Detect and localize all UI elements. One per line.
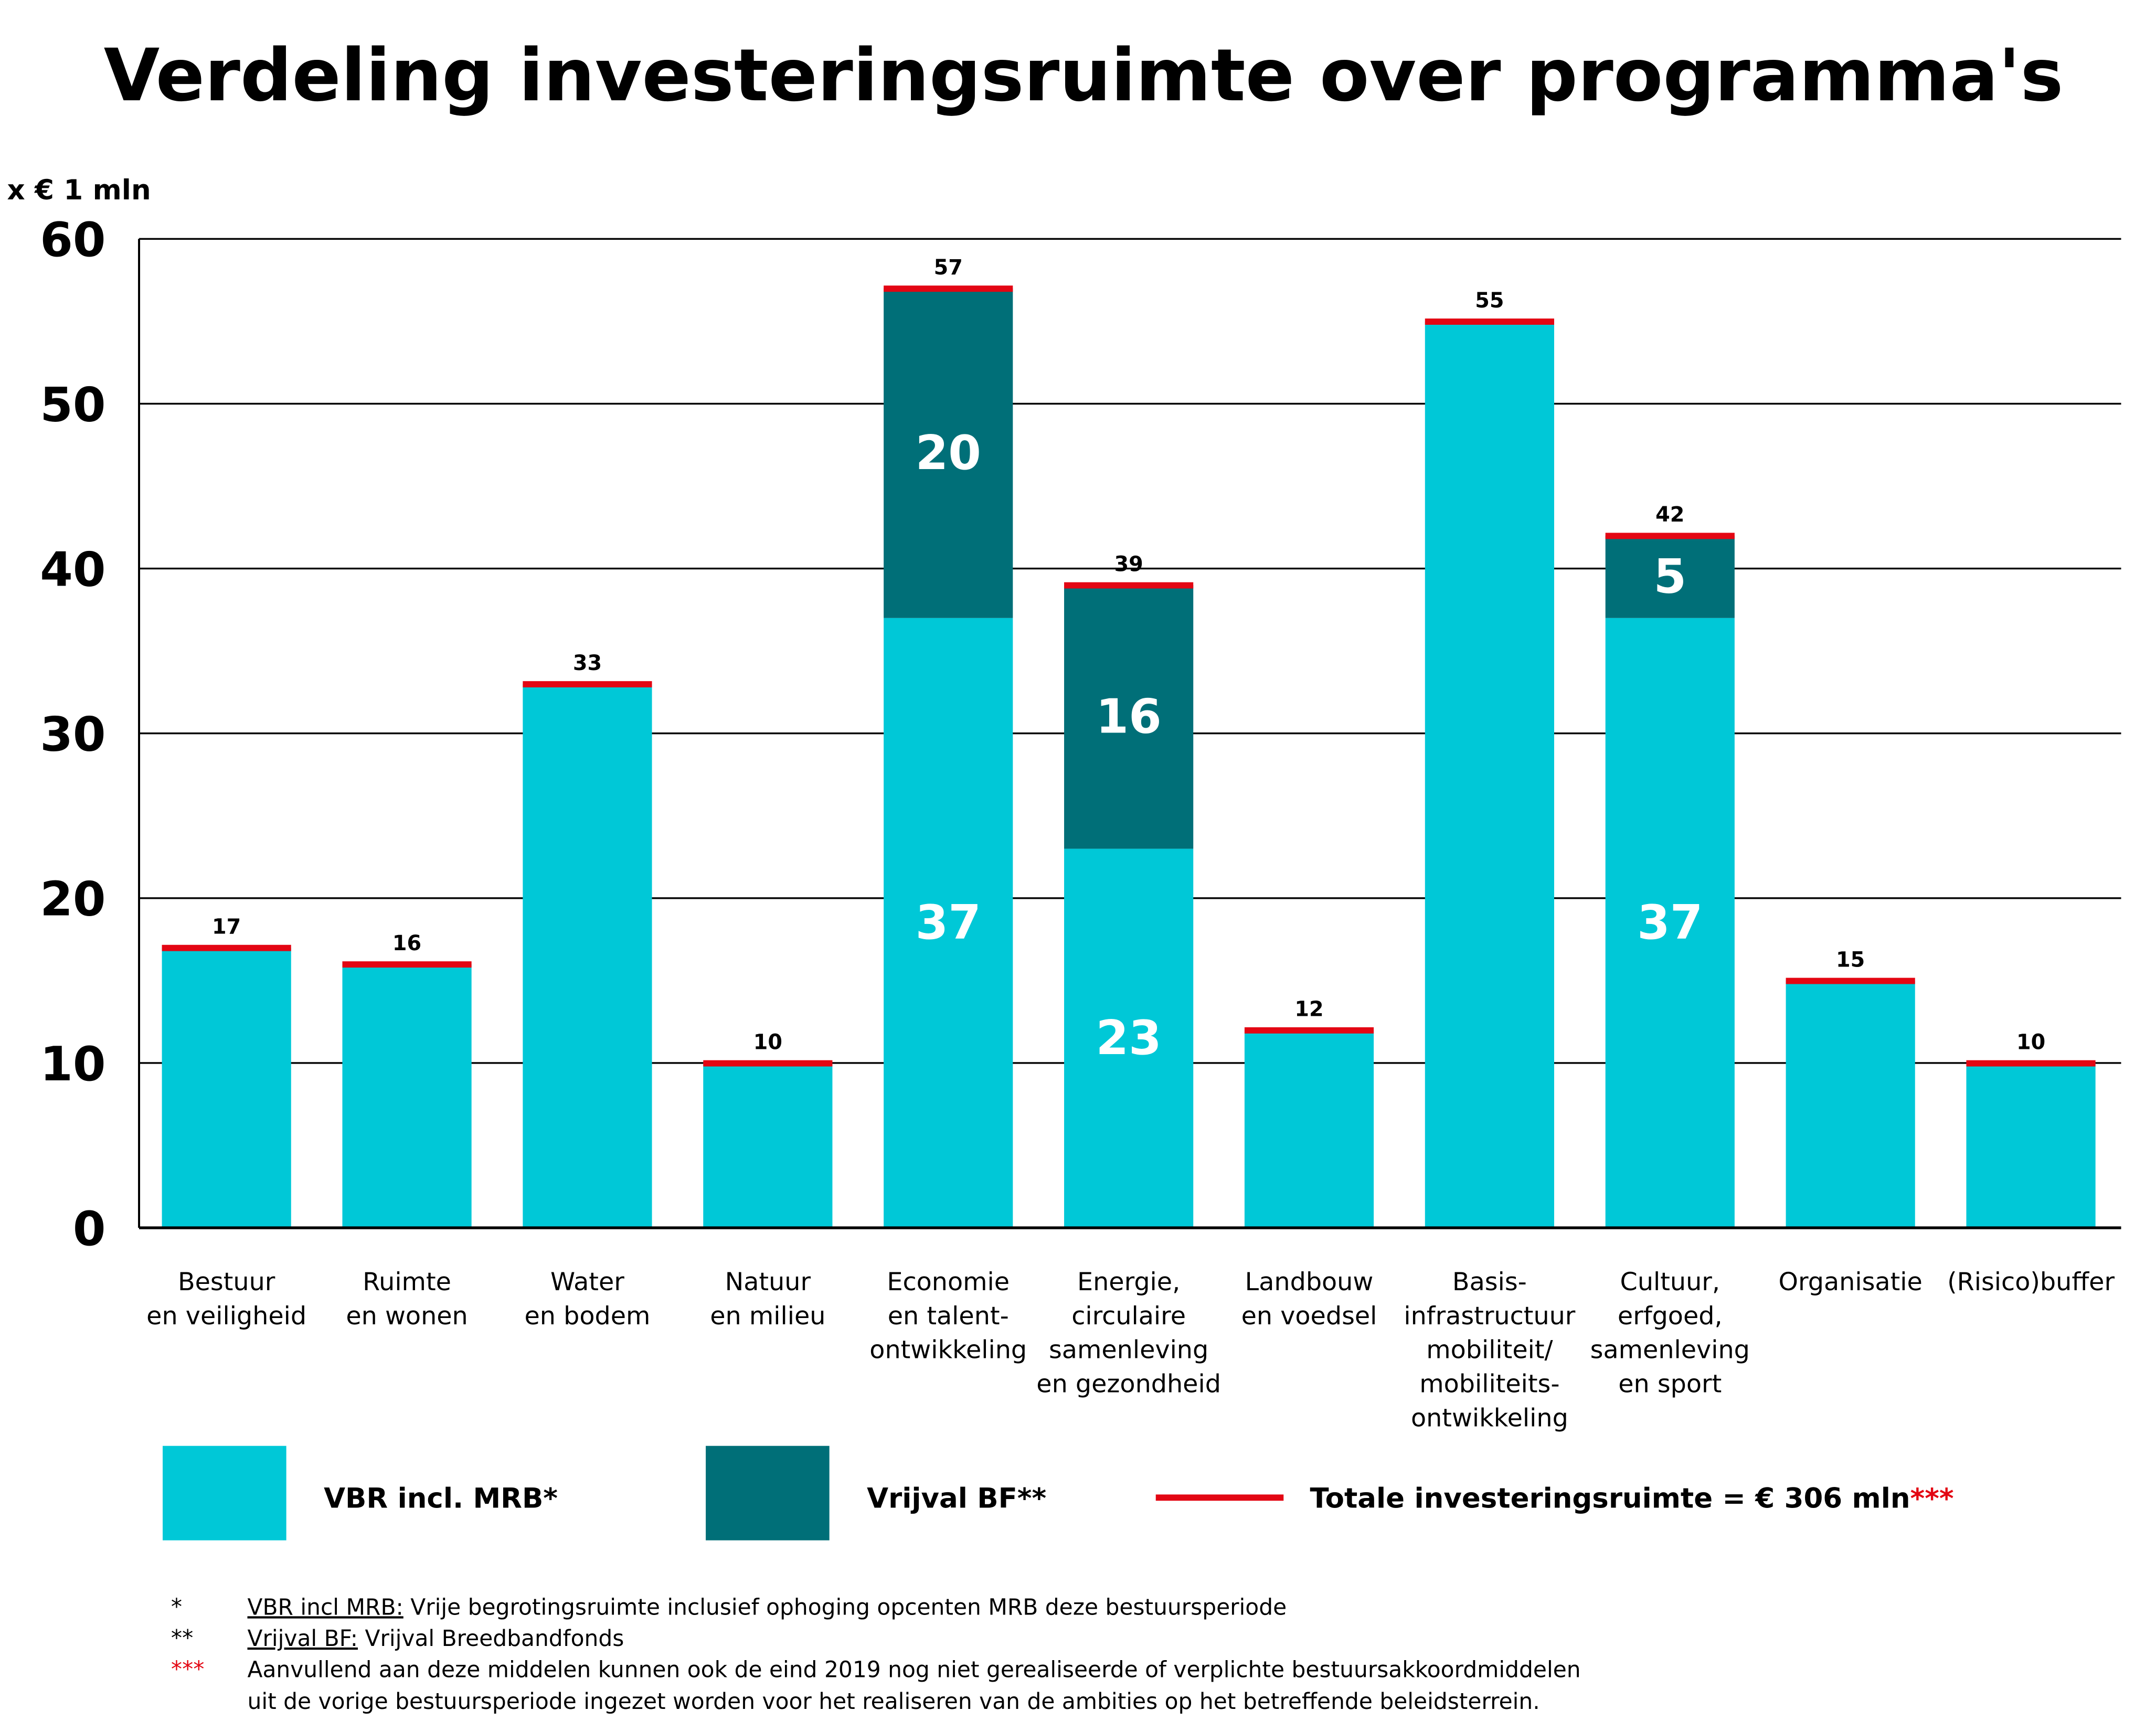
total-line [703,1060,833,1067]
total-line [884,285,1013,292]
total-label: 39 [1114,552,1143,576]
bar-segment [1064,585,1194,849]
bar-segment [1786,980,1915,1228]
total-label: 42 [1655,503,1684,527]
x-tick-label: Natuur en milieu [710,1268,825,1331]
bar-segment [1605,535,1735,618]
y-tick-label: 20 [40,872,105,927]
footnote-marker: * [171,1594,182,1620]
total-line [523,681,652,688]
total-line [1244,1027,1374,1034]
x-tick-label: Ruimte en wonen [346,1268,468,1331]
chart-title: Verdeling investeringsruimte over progra… [104,34,2064,118]
total-line [162,944,291,951]
footnote-text: uit de vorige bestuursperiode ingezet wo… [248,1688,1540,1714]
y-tick-label: 50 [40,377,105,432]
total-label: 33 [573,651,602,675]
total-line [1425,318,1554,325]
total-label: 12 [1294,997,1323,1022]
footnote-marker: ** [171,1625,193,1651]
bar-segment [523,684,652,1228]
x-tick-label: Cultuur, erfgoed, samenleving en sport [1590,1268,1750,1399]
total-line [1786,977,1915,984]
footnote-marker: *** [171,1656,205,1682]
total-label: 17 [212,915,241,939]
y-tick-label: 0 [73,1202,106,1257]
legend-swatch [1155,1494,1284,1501]
bar-segment [1605,618,1735,1228]
bar-segment [342,964,472,1228]
bar-segment [162,948,291,1228]
total-label: 10 [2016,1030,2045,1054]
y-axis-label: x € 1 mln [7,174,151,206]
footnote-text: Aanvullend aan deze middelen kunnen ook … [248,1656,1581,1682]
segment-label: 23 [1096,1011,1161,1066]
x-tick-label: Basis-infrastructuur mobiliteit/mobilitei… [1404,1268,1575,1432]
footnote-term: VBR incl MRB: [248,1594,403,1620]
legend-swatch [706,1446,830,1540]
x-tick-label: Bestuur en veiligheid [146,1268,306,1331]
total-line [1605,533,1735,539]
footnote-body: Vrijval Breedbandfonds [358,1625,624,1651]
legend-label: VBR incl. MRB* [324,1483,558,1515]
bar-segment [1064,848,1194,1228]
bar-segment [884,288,1013,618]
total-line [1064,582,1194,589]
y-tick-label: 40 [40,542,105,597]
legend-suffix: *** [1910,1483,1954,1515]
y-tick-label: 10 [40,1037,105,1092]
x-tick-label: (Risico)buffer [1947,1268,2115,1297]
total-label: 10 [753,1030,782,1054]
x-tick-label: Energie, circulaire samenleving en gezondhe… [1036,1268,1221,1399]
total-label: 16 [392,931,421,955]
footnote-body: Aanvullend aan deze middelen kunnen ook … [248,1656,1581,1682]
segment-label: 20 [916,426,981,481]
total-label: 15 [1836,948,1865,972]
footnote-body: Vrije begrotingsruimte inclusief ophogin… [403,1594,1287,1620]
y-tick-label: 30 [40,707,105,762]
x-tick-label: Water en bodem [524,1268,650,1331]
segment-label: 16 [1096,689,1161,744]
legend-label: Vrijval BF** [867,1483,1046,1515]
bar-segment [1425,321,1554,1228]
segment-label: 37 [1637,895,1703,950]
bar-segment [884,618,1013,1228]
total-label: 55 [1475,289,1504,313]
legend-swatch [163,1446,286,1540]
total-label: 57 [934,256,963,280]
y-tick-label: 60 [40,212,105,268]
total-line [1966,1060,2096,1067]
bar-segment [1966,1062,2096,1228]
x-tick-label: Economie en talent-ontwikkeling [869,1268,1027,1365]
footnote-text: VBR incl MRB: Vrije begrotingsruimte inc… [248,1594,1287,1620]
footnote-term: Vrijval BF: [248,1625,358,1651]
bar-segment [703,1062,833,1228]
segment-label: 37 [916,895,981,950]
segment-label: 5 [1653,549,1686,604]
legend-label: Totale investeringsruimte = € 306 mln*** [1310,1483,1954,1515]
x-tick-label: Organisatie [1779,1268,1923,1297]
total-line [342,961,472,968]
bar-segment [1244,1030,1374,1228]
footnote-text: Vrijval BF: Vrijval Breedbandfonds [248,1625,624,1651]
x-tick-label: Landbouw en voedsel [1241,1268,1377,1331]
